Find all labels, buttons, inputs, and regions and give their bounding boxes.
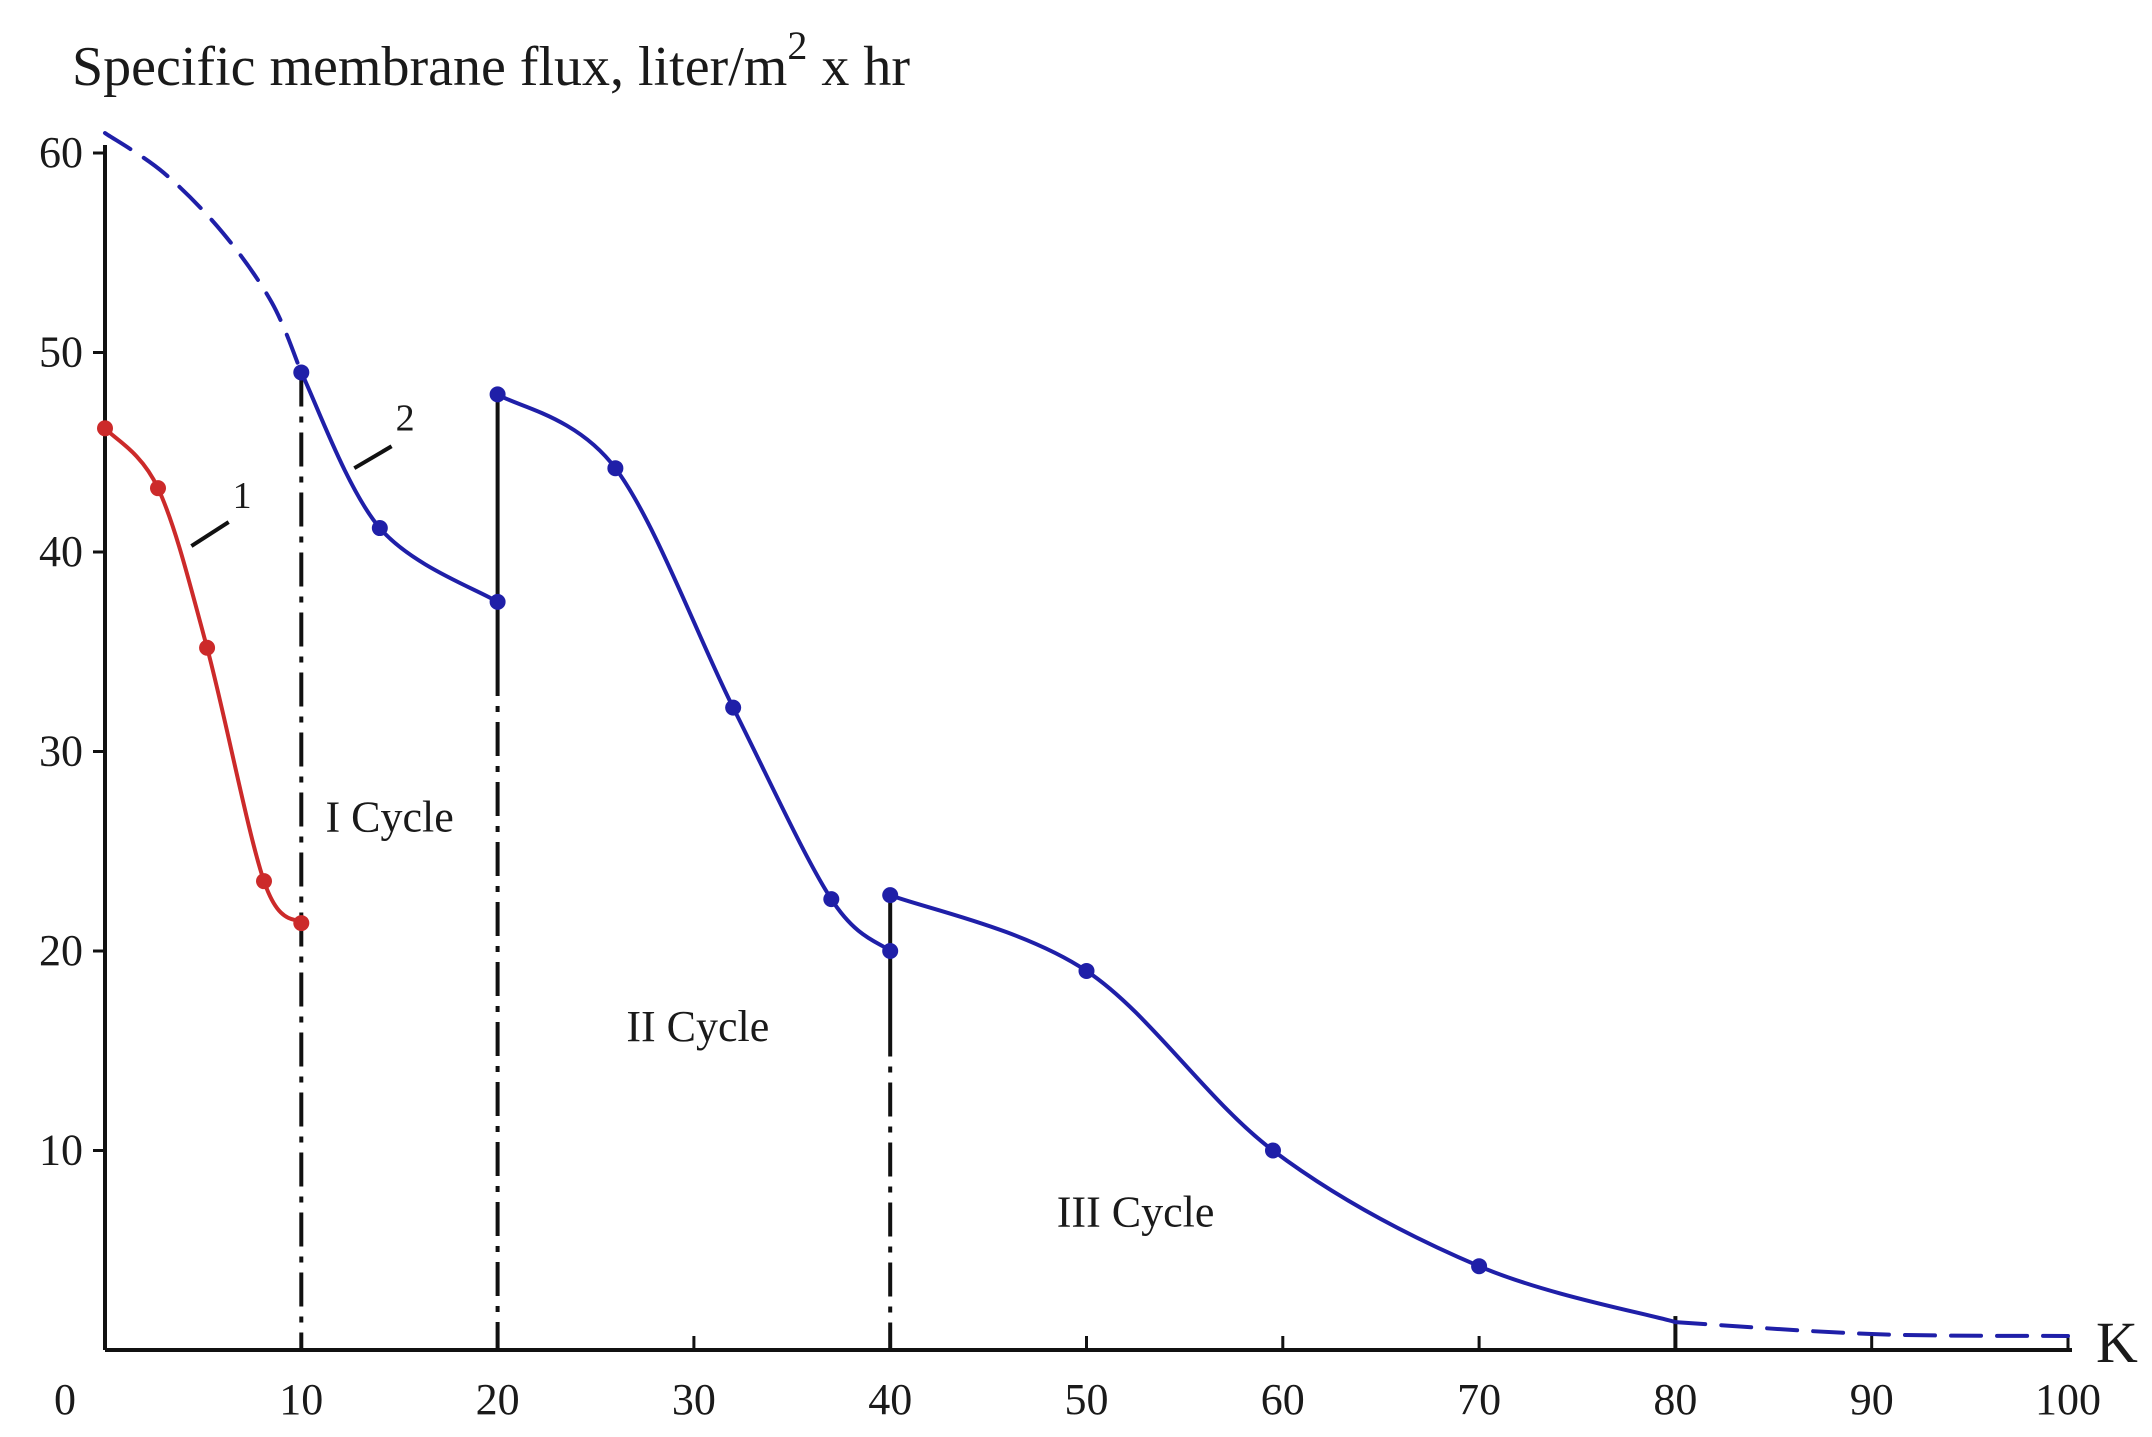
cycle-label: III Cycle	[1057, 1187, 1215, 1236]
series-1-point	[199, 639, 216, 656]
curve-label-1: 1	[233, 475, 252, 517]
y-axis-title-suffix: x hr	[821, 36, 910, 98]
series-1-line	[103, 426, 304, 926]
y-tick-label: 10	[39, 1126, 83, 1175]
series-2-point	[489, 386, 506, 403]
y-axis-title-superscript: 2	[787, 23, 807, 68]
series-2-point	[607, 460, 624, 477]
series-1-point	[293, 915, 310, 932]
series-2-point	[293, 364, 310, 381]
x-tick-label: 90	[1850, 1375, 1894, 1424]
cycle-label: II Cycle	[626, 1002, 769, 1051]
series-2-point	[725, 699, 742, 716]
x-tick-label: 40	[868, 1375, 912, 1424]
x-tick-label: 80	[1653, 1375, 1697, 1424]
series-2-point	[1264, 1142, 1281, 1159]
series-1-point	[150, 480, 167, 497]
series-2-line	[103, 131, 304, 375]
series-2-line	[1673, 1320, 2070, 1339]
y-tick-label: 50	[39, 328, 83, 377]
y-tick-label: 30	[39, 727, 83, 776]
y-axis-title: Specific membrane flux, liter/m2 x hr	[72, 23, 910, 98]
x-tick-label: 30	[672, 1375, 716, 1424]
series-2-point	[1471, 1258, 1488, 1275]
y-tick-label: 40	[39, 527, 83, 576]
series-2-line	[888, 893, 1678, 1325]
x-tick-label: 0	[54, 1375, 76, 1424]
series-1-point	[97, 420, 113, 437]
x-tick-label: 100	[2035, 1375, 2101, 1424]
y-tick-label: 20	[39, 926, 83, 975]
cycle-label: I Cycle	[325, 792, 453, 841]
series-2-point	[371, 520, 388, 537]
curve-label-2: 2	[396, 397, 415, 439]
x-tick-label: 60	[1261, 1375, 1305, 1424]
x-axis-name: K	[2096, 1310, 2138, 1375]
cycle-annotations: I Cycle II Cycle III Cycle	[325, 792, 1214, 1236]
series-2-point	[882, 887, 899, 904]
series-2-point	[1078, 962, 1095, 979]
axes	[103, 145, 2072, 1352]
y-axis-title-main: Specific membrane flux, liter/m	[72, 36, 787, 98]
curve-label-leader	[190, 520, 230, 548]
series-2-point	[882, 943, 899, 959]
series-lines	[103, 131, 2070, 1339]
x-tick-label: 10	[279, 1375, 323, 1424]
cycle-dividers	[299, 372, 1678, 1350]
tick-labels: 0 10 20 30 40 50 60 70 80 90 100 10 20 30 40 50 60	[39, 128, 2101, 1424]
series-2-line	[495, 392, 893, 953]
series-2-point	[823, 891, 840, 908]
curve-labels: 12	[190, 397, 415, 548]
tick-marks	[93, 151, 2070, 1350]
series-1-point	[256, 873, 273, 890]
series-2-point	[489, 593, 506, 610]
x-tick-label: 70	[1457, 1375, 1501, 1424]
data-markers	[97, 364, 1488, 1275]
x-tick-label: 50	[1065, 1375, 1109, 1424]
curve-label-leader	[353, 444, 393, 470]
x-tick-label: 20	[476, 1375, 520, 1424]
y-tick-label: 60	[39, 128, 83, 177]
